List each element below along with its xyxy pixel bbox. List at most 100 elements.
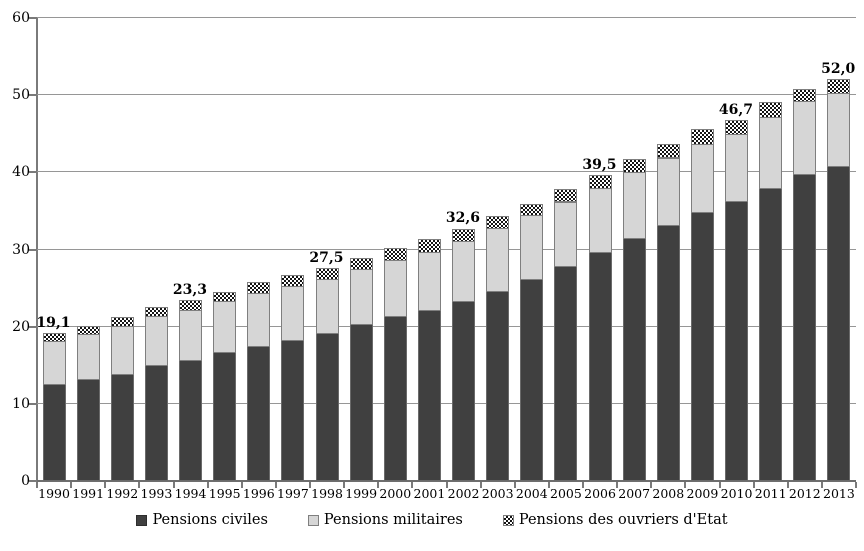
gridline-20 bbox=[37, 325, 856, 327]
total-label-1998: 27,5 bbox=[309, 249, 344, 266]
bar-segment-1992-pensions-militaires bbox=[110, 325, 134, 375]
bar-segment-2005-pensions-civiles bbox=[554, 265, 578, 481]
total-label-2010: 46,7 bbox=[718, 101, 753, 118]
bar-segment-1994-pensions-civiles bbox=[179, 359, 203, 481]
bar-segment-2009-pensions-des-ouvriers-d-etat bbox=[690, 128, 714, 146]
y-axis-tick-10 bbox=[29, 402, 37, 405]
total-label-1990: 19,1 bbox=[36, 314, 71, 331]
x-axis-tick-6 bbox=[240, 482, 243, 488]
x-axis-line bbox=[29, 480, 856, 482]
y-axis-tick-60 bbox=[29, 17, 37, 19]
bar-segment-2011-pensions-militaires bbox=[759, 117, 783, 189]
x-axis-label-2010: 2010 bbox=[720, 486, 753, 501]
y-axis-tick-30 bbox=[29, 248, 37, 251]
x-axis-tick-1 bbox=[70, 482, 73, 488]
bar-segment-2002-pensions-civiles bbox=[452, 301, 476, 481]
bar-segment-2013-pensions-militaires bbox=[827, 92, 851, 167]
bar-segment-2001-pensions-civiles bbox=[417, 309, 441, 481]
bar-segment-2000-pensions-des-ouvriers-d-etat bbox=[383, 247, 407, 262]
gridline-50 bbox=[37, 94, 856, 96]
x-axis-tick-17 bbox=[616, 482, 619, 488]
x-axis-label-1994: 1994 bbox=[174, 486, 207, 501]
bar-segment-2010-pensions-militaires bbox=[725, 133, 749, 203]
bar-segment-1998-pensions-civiles bbox=[315, 333, 339, 481]
x-axis-tick-15 bbox=[547, 482, 550, 488]
bar-segment-2013-pensions-des-ouvriers-d-etat bbox=[827, 78, 851, 94]
x-axis-tick-14 bbox=[513, 482, 516, 488]
bar-segment-2006-pensions-militaires bbox=[588, 187, 612, 254]
x-axis-label-2003: 2003 bbox=[481, 486, 514, 501]
bar-segment-1997-pensions-des-ouvriers-d-etat bbox=[281, 274, 305, 287]
x-axis-label-2009: 2009 bbox=[686, 486, 719, 501]
x-axis-label-2008: 2008 bbox=[652, 486, 685, 501]
bar-segment-2004-pensions-des-ouvriers-d-etat bbox=[520, 203, 544, 217]
legend: Pensions civiles Pensions militaires Pensi… bbox=[0, 511, 864, 529]
gridline-10 bbox=[37, 402, 856, 404]
x-axis-tick-20 bbox=[718, 482, 721, 488]
y-axis-line bbox=[36, 18, 38, 485]
bar-segment-1990-pensions-civiles bbox=[42, 384, 66, 481]
gridline-40 bbox=[37, 171, 856, 173]
x-axis-label-1991: 1991 bbox=[72, 486, 105, 501]
bar-segment-1995-pensions-des-ouvriers-d-etat bbox=[213, 291, 237, 302]
bar-segment-2006-pensions-des-ouvriers-d-etat bbox=[588, 175, 612, 189]
x-axis-label-2011: 2011 bbox=[754, 486, 787, 501]
x-axis-tick-8 bbox=[309, 482, 311, 488]
total-label-1994: 23,3 bbox=[172, 282, 207, 299]
legend-marker-solid-light bbox=[307, 514, 319, 526]
bar-segment-1991-pensions-des-ouvriers-d-etat bbox=[76, 325, 100, 336]
bar-segment-2007-pensions-militaires bbox=[622, 172, 646, 239]
bar-segment-2002-pensions-des-ouvriers-d-etat bbox=[452, 228, 476, 242]
x-axis-label-1996: 1996 bbox=[242, 486, 275, 501]
bar-segment-2002-pensions-militaires bbox=[452, 240, 476, 302]
y-axis-tick-20 bbox=[29, 325, 37, 328]
x-axis-label-2002: 2002 bbox=[447, 486, 480, 501]
bar-segment-1992-pensions-des-ouvriers-d-etat bbox=[110, 317, 134, 327]
x-axis-tick-21 bbox=[752, 482, 755, 488]
x-axis-tick-22 bbox=[786, 482, 789, 488]
bar-segment-2008-pensions-des-ouvriers-d-etat bbox=[656, 143, 680, 159]
x-axis-tick-11 bbox=[411, 482, 414, 488]
bar-segment-1990-pensions-des-ouvriers-d-etat bbox=[42, 332, 66, 343]
bar-segment-2008-pensions-civiles bbox=[656, 224, 680, 481]
bar-segment-1993-pensions-civiles bbox=[144, 365, 168, 481]
bar-segment-1991-pensions-civiles bbox=[76, 378, 100, 481]
x-axis-tick-19 bbox=[684, 482, 687, 488]
x-axis-tick-9 bbox=[343, 482, 346, 488]
bar-segment-1998-pensions-militaires bbox=[315, 279, 339, 335]
x-axis-label-1992: 1992 bbox=[106, 486, 139, 501]
bar-segment-2000-pensions-civiles bbox=[383, 316, 407, 481]
x-axis-tick-12 bbox=[445, 482, 448, 488]
bar-segment-2007-pensions-des-ouvriers-d-etat bbox=[622, 159, 646, 174]
y-axis-tick-40 bbox=[29, 171, 37, 174]
bar-segment-1996-pensions-des-ouvriers-d-etat bbox=[247, 281, 271, 294]
x-axis-tick-10 bbox=[377, 482, 380, 488]
bar-segment-2003-pensions-civiles bbox=[486, 290, 510, 481]
x-axis-label-1990: 1990 bbox=[38, 486, 70, 501]
legend-marker-solid-dark bbox=[136, 514, 148, 526]
x-axis-label-1997: 1997 bbox=[277, 486, 309, 501]
bar-segment-2011-pensions-des-ouvriers-d-etat bbox=[759, 101, 783, 119]
x-axis-label-2012: 2012 bbox=[788, 486, 821, 501]
bar-segment-2006-pensions-civiles bbox=[588, 252, 612, 481]
bar-segment-2003-pensions-des-ouvriers-d-etat bbox=[486, 216, 510, 229]
bar-segment-1995-pensions-civiles bbox=[213, 351, 237, 481]
bar-segment-2008-pensions-militaires bbox=[656, 157, 680, 226]
bar-segment-1999-pensions-civiles bbox=[349, 324, 373, 481]
bar-segment-1995-pensions-militaires bbox=[213, 301, 237, 353]
x-axis-tick-5 bbox=[206, 482, 209, 488]
x-axis-label-1993: 1993 bbox=[140, 486, 173, 501]
bar-segment-2004-pensions-militaires bbox=[520, 215, 544, 281]
legend-marker-checkerboard-pattern bbox=[502, 514, 514, 526]
total-label-2002: 32,6 bbox=[445, 210, 480, 227]
y-axis-tick-0 bbox=[29, 480, 37, 482]
bar-segment-1992-pensions-civiles bbox=[110, 373, 134, 481]
bar-segment-2012-pensions-militaires bbox=[793, 101, 817, 176]
legend-item-2: Pensions des ouvriers d'Etat bbox=[502, 511, 728, 529]
y-axis-label-60: 60 bbox=[12, 10, 30, 26]
bar-segment-2003-pensions-militaires bbox=[486, 227, 510, 292]
bar-segment-2007-pensions-civiles bbox=[622, 237, 646, 481]
bar-segment-2005-pensions-militaires bbox=[554, 201, 578, 267]
x-axis-label-2006: 2006 bbox=[584, 486, 616, 501]
